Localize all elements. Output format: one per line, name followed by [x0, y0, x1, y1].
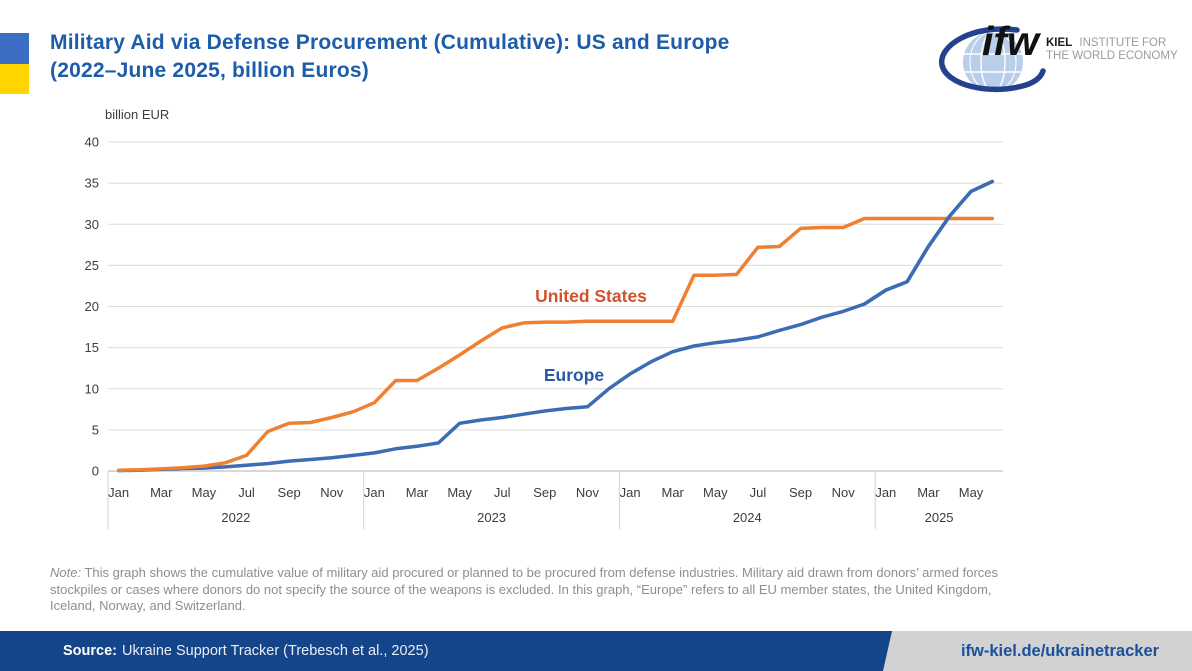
note-text: This graph shows the cumulative value of… [50, 565, 999, 613]
us-series-line [116, 216, 995, 472]
month-tick-label: May [192, 485, 217, 500]
source-text: Ukraine Support Tracker (Trebesch et al.… [122, 643, 429, 659]
y-tick-label: 20 [85, 299, 99, 314]
globe-icon [963, 31, 1023, 93]
page-title: Military Aid via Defense Procurement (Cu… [50, 29, 730, 85]
month-tick-label: May [447, 485, 472, 500]
flag-yellow-stripe [0, 64, 29, 94]
ukraine-flag-icon [0, 33, 29, 94]
europe-series-line [116, 179, 995, 473]
month-tick-label: Jan [620, 485, 641, 500]
month-tick-label: May [703, 485, 728, 500]
year-label: 2023 [477, 510, 506, 525]
month-tick-label: Nov [832, 485, 856, 500]
source-bar: Source: Ukraine Support Tracker (Trebesc… [0, 631, 892, 671]
chart-area: billion EUR 0 5 10 15 20 25 30 35 40 Jan Mar May Jul S… [0, 96, 1030, 546]
month-tick-label: Mar [406, 485, 429, 500]
note: Note: This graph shows the cumulative va… [50, 565, 1008, 615]
logo-name-rest: INSTITUTE FOR [1079, 37, 1166, 49]
year-label: 2025 [925, 510, 954, 525]
y-tick-label: 40 [85, 135, 99, 150]
logo-wordmark: ifw [982, 18, 1042, 64]
note-prefix: Note: [50, 565, 82, 580]
month-tick-label: Jan [364, 485, 385, 500]
month-tick-label: Mar [917, 485, 940, 500]
y-tick-label: 25 [85, 258, 99, 273]
month-tick-label: Mar [150, 485, 173, 500]
us-series-label: United States [535, 286, 647, 306]
month-tick-label: Sep [278, 485, 301, 500]
y-tick-label: 15 [85, 340, 99, 355]
flag-blue-stripe [0, 33, 29, 64]
y-tick-label: 5 [92, 422, 99, 437]
logo-name-bold: KIEL [1046, 37, 1072, 49]
month-tick-label: Nov [576, 485, 600, 500]
footer-bar: Source: Ukraine Support Tracker (Trebesc… [0, 631, 1192, 671]
month-tick-label: Nov [320, 485, 344, 500]
tracker-link[interactable]: ifw-kiel.de/ukrainetracker [960, 641, 1160, 660]
month-tick-label: Jul [494, 485, 511, 500]
month-tick-label: Jan [875, 485, 896, 500]
kiel-logo: ifw KIEL INSTITUTE FOR THE WORLD ECONOMY [939, 18, 1178, 93]
europe-series-line-tail [862, 179, 995, 306]
title-line-2: (2022–June 2025, billion Euros) [50, 59, 369, 82]
y-axis-unit-label: billion EUR [105, 107, 169, 122]
title-line-1: Military Aid via Defense Procurement (Cu… [50, 31, 730, 54]
year-label: 2024 [733, 510, 762, 525]
y-tick-label: 35 [85, 176, 99, 191]
y-tick-label: 30 [85, 217, 99, 232]
europe-series-label: Europe [544, 365, 605, 385]
month-tick-label: Mar [662, 485, 685, 500]
month-tick-label: Jul [238, 485, 255, 500]
logo-name-line2: THE WORLD ECONOMY [1046, 50, 1178, 62]
month-tick-label: Jul [750, 485, 767, 500]
logo-swoosh [939, 26, 1046, 93]
y-tick-label: 10 [85, 381, 99, 396]
svg-text:KIEL INSTITUTE FOR: KIEL INSTITUTE FOR [1046, 37, 1166, 49]
month-tick-label: Sep [533, 485, 556, 500]
source-label: Source: [63, 643, 117, 659]
month-tick-label: Jan [108, 485, 129, 500]
month-tick-label: Sep [789, 485, 812, 500]
month-tick-label: May [959, 485, 984, 500]
year-label: 2022 [221, 510, 250, 525]
y-tick-label: 0 [92, 464, 99, 479]
